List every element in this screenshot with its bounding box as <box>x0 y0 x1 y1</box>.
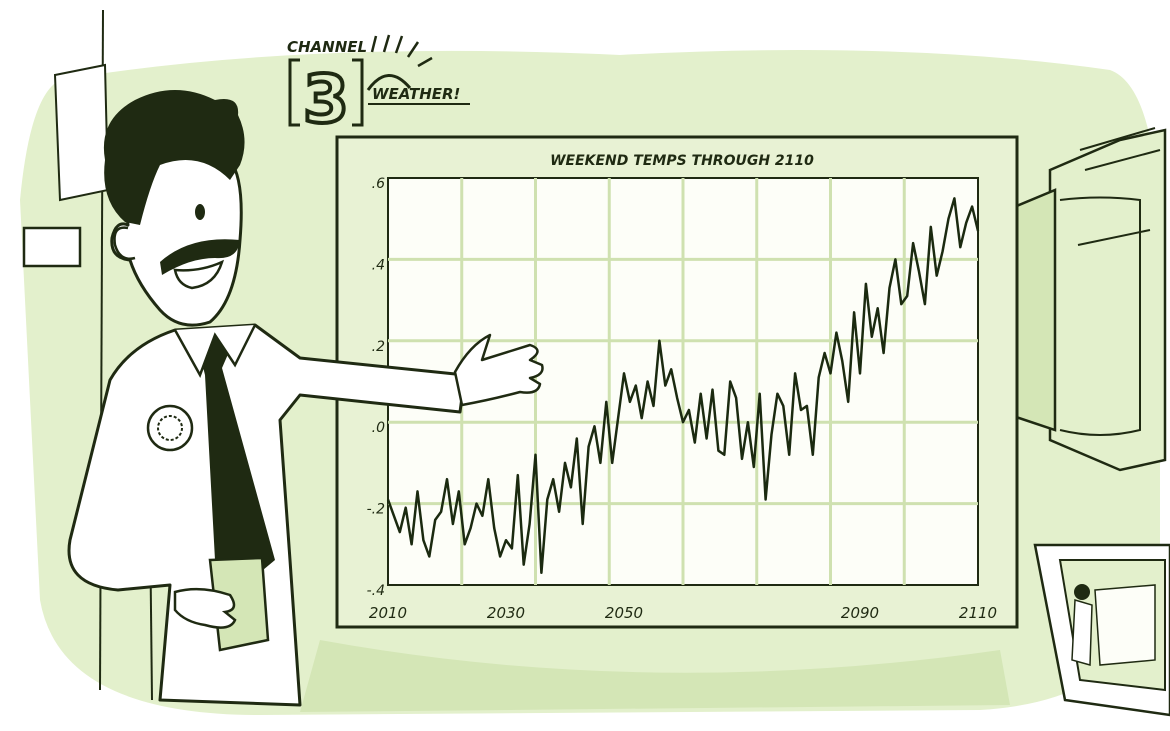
weatherman-tie <box>196 330 275 585</box>
preview-monitor <box>1033 543 1170 717</box>
y-tick-label: .0 <box>372 420 385 436</box>
logo-channel-text: CHANNEL <box>287 38 367 56</box>
background-shade <box>300 640 1010 712</box>
weatherman-hair <box>103 90 245 225</box>
wall-paper-sheet <box>53 63 110 202</box>
x-tick-label: 2090 <box>841 604 879 622</box>
y-tick-label: -.2 <box>367 502 386 518</box>
series-line <box>386 197 980 575</box>
weatherman-eye <box>195 204 205 220</box>
chart-grid <box>388 178 978 585</box>
logo-rays <box>370 34 433 68</box>
weatherman-left-hand <box>173 587 237 629</box>
y-tick-label: -.4 <box>367 583 385 599</box>
x-tick-label: 2110 <box>959 604 997 622</box>
x-tick-label: 2030 <box>487 604 525 622</box>
wall-light-switch <box>22 226 82 268</box>
weatherman-collar <box>173 324 257 378</box>
x-tick-labels: 2010 2030 2050 2090 2110 <box>369 604 997 622</box>
weatherman-badge <box>146 404 194 452</box>
weatherman <box>67 90 544 707</box>
weatherman-mouth <box>173 259 225 290</box>
weatherman-mustache <box>160 239 240 275</box>
x-tick-label: 2050 <box>605 604 643 622</box>
channel-3-logo: CHANNEL 3 WEATHER! <box>287 34 470 140</box>
y-tick-label: .4 <box>372 257 385 273</box>
logo-sun-arc <box>366 74 412 91</box>
y-tick-label: .2 <box>372 339 385 355</box>
logo-bracket <box>288 58 364 127</box>
weatherman-ear <box>113 226 136 260</box>
chart-title: WEEKEND TEMPS THROUGH 2110 <box>550 153 814 169</box>
y-tick-labels: .6 .4 .2 .0 -.2 -.4 <box>367 176 386 599</box>
logo-weather-text: WEATHER! <box>372 85 460 103</box>
chart-series <box>386 197 980 575</box>
x-tick-label: 2010 <box>369 604 407 622</box>
weatherman-pointing-hand <box>453 333 544 407</box>
y-tick-label: .6 <box>372 176 385 192</box>
logo-number: 3 <box>303 61 349 138</box>
